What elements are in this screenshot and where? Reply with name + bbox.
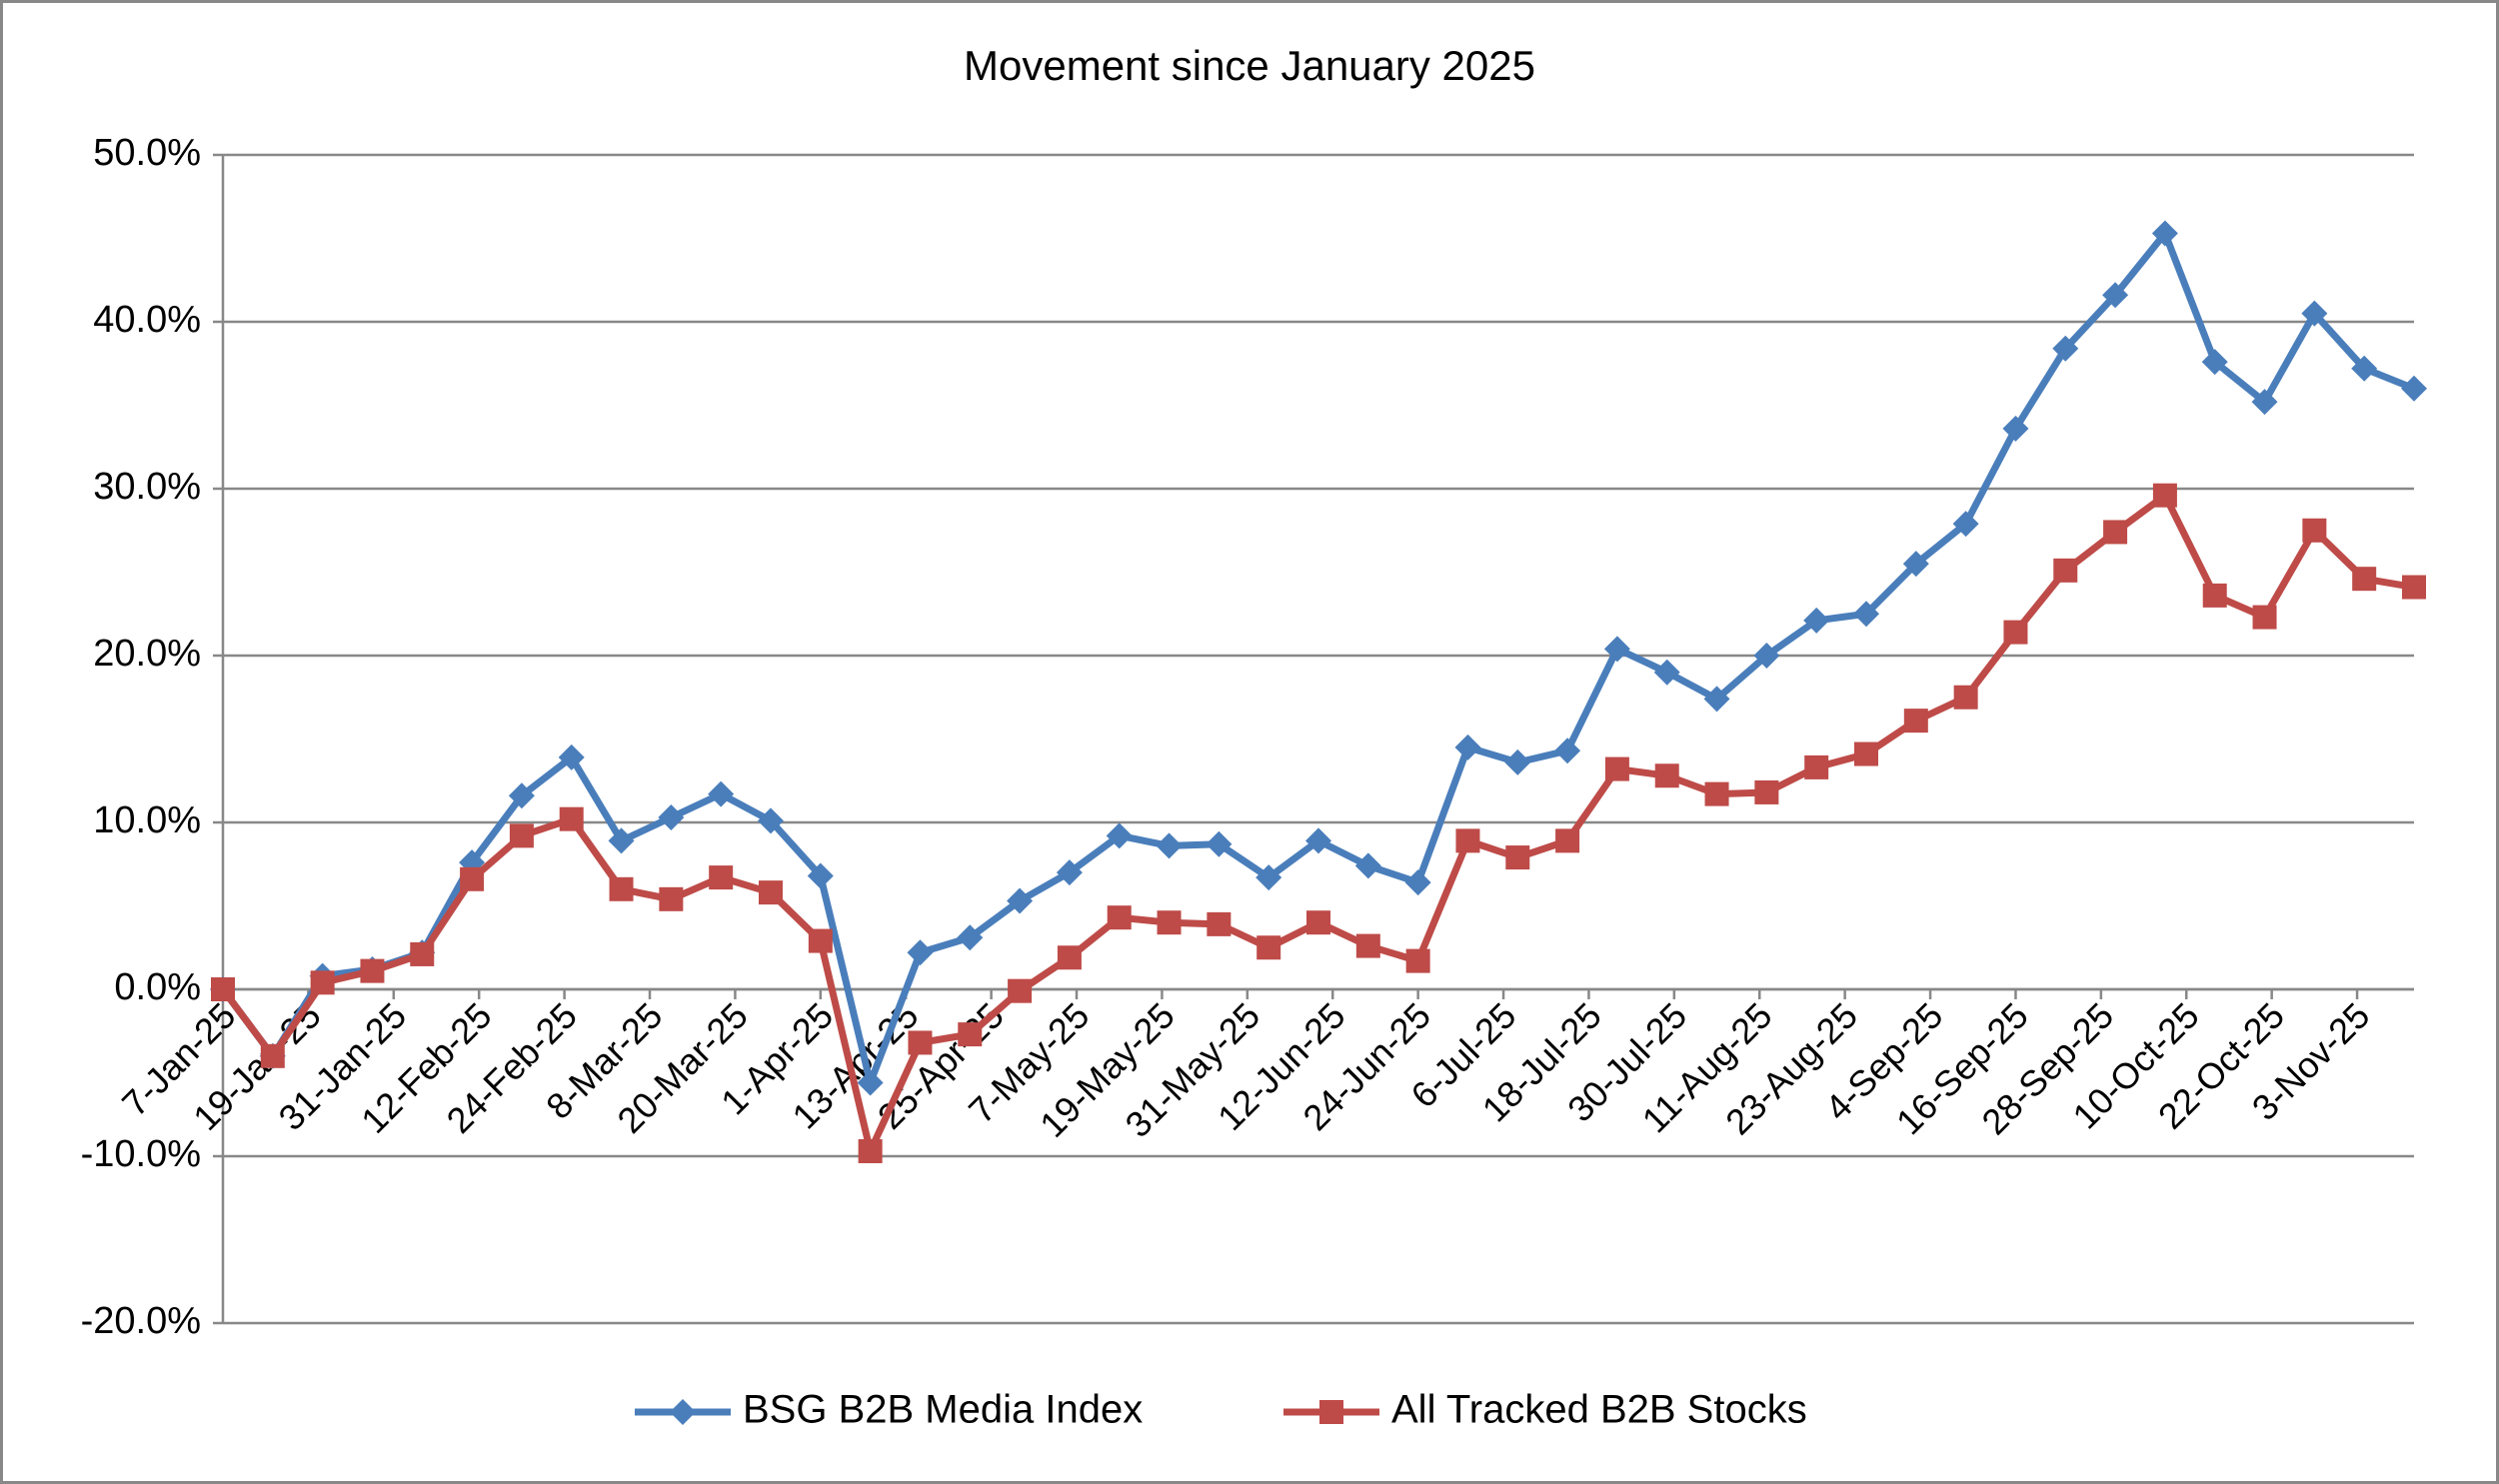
marker — [858, 1138, 883, 1163]
marker — [2152, 483, 2177, 508]
marker — [508, 782, 535, 809]
marker — [808, 928, 833, 953]
y-tick-label: -10.0% — [81, 1133, 201, 1175]
marker — [1355, 933, 1380, 958]
marker — [2251, 389, 2278, 416]
marker — [2402, 575, 2426, 600]
marker — [2302, 518, 2327, 543]
marker — [2351, 355, 2378, 382]
chart-title: Movement since January 2025 — [964, 42, 1535, 89]
marker — [2052, 335, 2079, 362]
marker — [1305, 827, 1331, 854]
marker — [1008, 978, 1033, 1003]
marker — [957, 924, 984, 951]
y-tick-label: -20.0% — [81, 1300, 201, 1342]
marker — [1604, 756, 1629, 781]
legend-marker — [670, 1399, 696, 1425]
marker — [958, 1022, 983, 1047]
marker — [211, 977, 235, 1001]
marker — [1156, 832, 1183, 859]
marker — [1603, 636, 1630, 663]
marker — [1903, 709, 1928, 734]
marker — [2352, 567, 2377, 592]
marker — [1157, 910, 1182, 935]
marker — [1404, 869, 1431, 896]
marker — [907, 939, 934, 966]
marker — [2401, 375, 2427, 402]
marker — [2053, 558, 2078, 583]
marker — [1007, 887, 1034, 914]
marker — [2003, 620, 2028, 645]
marker — [857, 1069, 884, 1096]
marker — [2103, 520, 2128, 545]
marker — [2201, 349, 2228, 376]
marker — [1902, 551, 1929, 578]
legend-label: BSG B2B Media Index — [743, 1388, 1143, 1432]
marker — [908, 1030, 933, 1055]
marker — [360, 958, 385, 983]
y-tick-label: 30.0% — [93, 466, 201, 508]
marker — [410, 941, 435, 966]
marker — [559, 806, 584, 831]
marker — [2301, 300, 2328, 327]
y-tick-label: 20.0% — [93, 633, 201, 675]
marker — [1057, 945, 1082, 970]
marker — [1554, 738, 1581, 764]
marker — [1354, 852, 1381, 879]
marker — [558, 743, 585, 770]
marker — [1953, 685, 1978, 710]
y-tick-label: 0.0% — [114, 966, 201, 1008]
marker — [509, 823, 534, 848]
marker — [1405, 948, 1430, 973]
marker — [1106, 822, 1133, 849]
marker — [2102, 282, 2129, 309]
marker — [1952, 511, 1979, 538]
y-tick-label: 50.0% — [93, 132, 201, 174]
legend-label: All Tracked B2B Stocks — [1391, 1388, 1807, 1432]
marker — [1654, 763, 1679, 788]
marker — [1704, 781, 1729, 806]
marker — [1454, 734, 1481, 760]
marker — [2252, 605, 2277, 630]
marker — [608, 827, 635, 854]
marker — [1753, 643, 1780, 669]
y-tick-label: 40.0% — [93, 299, 201, 341]
marker — [1455, 828, 1480, 853]
marker — [807, 862, 834, 889]
marker — [659, 886, 684, 911]
marker — [1306, 910, 1330, 935]
marker — [1804, 754, 1829, 779]
marker — [2202, 583, 2227, 608]
marker — [758, 807, 784, 834]
marker — [1207, 911, 1232, 936]
marker — [260, 1043, 285, 1068]
marker — [1703, 686, 1730, 713]
marker — [709, 865, 734, 890]
marker — [1504, 748, 1531, 775]
marker — [2151, 220, 2178, 247]
marker — [1754, 779, 1779, 804]
marker — [1505, 845, 1530, 870]
marker — [1555, 828, 1580, 853]
marker — [1653, 659, 1680, 686]
marker — [1056, 859, 1083, 886]
y-tick-label: 10.0% — [93, 799, 201, 841]
marker — [1256, 935, 1281, 960]
marker — [1854, 742, 1878, 766]
marker — [310, 970, 335, 995]
marker — [1206, 830, 1233, 857]
marker — [658, 803, 685, 830]
marker — [1803, 607, 1830, 634]
legend-marker — [1319, 1400, 1343, 1424]
marker — [1107, 905, 1132, 930]
marker — [460, 866, 485, 891]
marker — [759, 880, 783, 905]
marker — [1255, 864, 1282, 891]
marker — [609, 876, 634, 901]
marker — [1853, 601, 1879, 628]
marker — [708, 780, 735, 807]
marker — [2002, 415, 2029, 442]
